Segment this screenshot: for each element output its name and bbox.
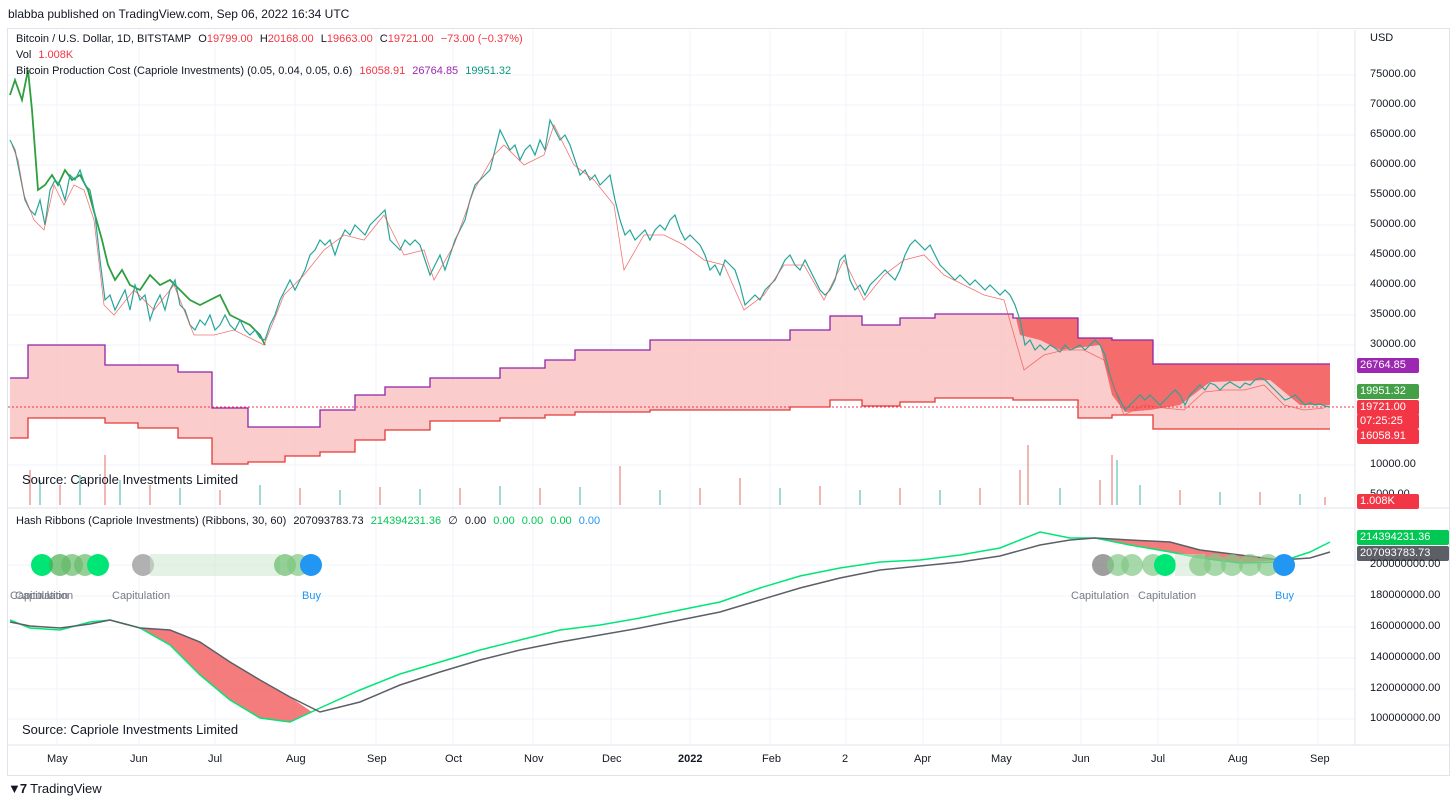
price-tick: 60000.00	[1370, 158, 1416, 170]
buy-label: Buy	[1275, 590, 1294, 602]
time-tick-year: 2022	[678, 753, 703, 765]
low-value: 19663.00	[326, 33, 373, 45]
close-price-tag: 19721.00	[1357, 400, 1419, 415]
indicator-upper-value: 26764.85	[412, 65, 459, 77]
currency-label: USD	[1370, 32, 1394, 44]
open-label: O	[198, 33, 207, 45]
price-tick: 65000.00	[1370, 128, 1416, 140]
production-cost-lower-line	[10, 397, 1330, 465]
time-tick: 2	[842, 753, 849, 765]
high-value: 20168.00	[267, 33, 314, 45]
volume-bars	[29, 445, 1326, 505]
source-label-hash: Source: Capriole Investments Limited	[22, 722, 239, 737]
tradingview-brand[interactable]: ▼7 TradingView	[8, 781, 102, 796]
time-tick: Apr	[914, 753, 932, 765]
change-value: −73.00 (−0.37%)	[440, 33, 523, 45]
close-label: C	[379, 33, 388, 45]
indicator-name: Bitcoin Production Cost (Capriole Invest…	[16, 65, 353, 77]
countdown-tag: 07:25:25	[1357, 414, 1419, 429]
time-tick: Jun	[130, 753, 148, 765]
price-tick: 35000.00	[1370, 308, 1416, 320]
hash-value-slow: 207093783.73	[293, 515, 364, 527]
time-tick: Sep	[367, 753, 387, 765]
btc-price-series-red	[11, 123, 1325, 416]
capitulation-label: Capitulation	[10, 590, 69, 602]
hash-indicator-name: Hash Ribbons (Capriole Investments) (Rib…	[16, 515, 287, 527]
hash-ribbon-fast	[9, 531, 1331, 723]
btc-price-series	[9, 118, 1331, 412]
capitulation-label: Capitulation	[1138, 590, 1197, 602]
hash-signal-circles	[31, 554, 1295, 576]
volume-tag: 1.008K	[1357, 494, 1419, 509]
upper-price-tag: 26764.85	[1357, 358, 1419, 373]
indicator-legend[interactable]: Bitcoin Production Cost (Capriole Invest…	[16, 65, 515, 77]
price-tick: 40000.00	[1370, 278, 1416, 290]
production-cost-upper-line	[10, 313, 1330, 428]
time-tick: Feb	[762, 753, 781, 765]
indicator-lower-value: 16058.91	[359, 65, 406, 77]
volume-label: Vol	[16, 49, 32, 61]
hash-value-fast: 214394231.36	[370, 515, 442, 527]
time-tick: Oct	[445, 753, 463, 765]
hash-fast-tag: 214394231.36	[1357, 530, 1449, 545]
tradingview-logo-icon: ▼7	[8, 781, 27, 796]
tradingview-brand-label: TradingView	[30, 781, 102, 796]
price-tick: 45000.00	[1370, 248, 1416, 260]
price-tick: 30000.00	[1370, 338, 1416, 350]
hash-value-4: 0.00	[493, 515, 515, 527]
close-value: 19721.00	[387, 33, 434, 45]
hash-tick: 200000000.00	[1370, 558, 1441, 570]
chart-frame	[7, 28, 1450, 776]
volume-value: 1.008K	[38, 49, 74, 61]
high-label: H	[259, 33, 268, 45]
hash-tick: 140000000.00	[1370, 651, 1441, 663]
low-label: L	[320, 33, 327, 45]
price-tick: 55000.00	[1370, 188, 1416, 200]
hash-value-7: 0.00	[578, 515, 601, 527]
production-cost-band	[10, 314, 1330, 464]
volume-legend[interactable]: Vol 1.008K	[16, 49, 77, 61]
open-value: 19799.00	[206, 33, 253, 45]
price-tick: 75000.00	[1370, 68, 1416, 80]
buy-label: Buy	[302, 590, 321, 602]
time-tick: May	[47, 753, 68, 765]
production-cost-mid-line	[9, 69, 266, 346]
hash-ribbon-red-fill-1	[140, 628, 312, 722]
time-tick: Nov	[524, 753, 544, 765]
capitulation-label: Capitulation	[112, 590, 171, 602]
hash-ribbons-legend[interactable]: Hash Ribbons (Capriole Investments) (Rib…	[16, 514, 604, 527]
hash-ribbon-slow	[9, 537, 1331, 713]
time-tick: Aug	[1228, 753, 1248, 765]
capitulation-label: Capitulation	[1071, 590, 1130, 602]
time-tick: Jul	[208, 753, 223, 765]
price-tick: 10000.00	[1370, 458, 1416, 470]
time-tick: Dec	[602, 753, 622, 765]
time-tick: Jul	[1151, 753, 1166, 765]
capitulation-label: Capitulation	[15, 590, 74, 602]
hash-value-6: 0.00	[550, 515, 572, 527]
time-tick: Aug	[286, 753, 306, 765]
time-tick: May	[991, 753, 1012, 765]
hash-value-3: 0.00	[464, 515, 487, 527]
hash-tick: 120000000.00	[1370, 682, 1441, 694]
symbol-legend[interactable]: Bitcoin / U.S. Dollar, 1D, BITSTAMP O197…	[16, 33, 527, 45]
indicator-mid-value: 19951.32	[465, 65, 512, 77]
time-tick: Jun	[1072, 753, 1090, 765]
production-cost-dark-fill	[1016, 318, 1330, 412]
hash-value-5: 0.00	[521, 515, 544, 527]
price-tick: 50000.00	[1370, 218, 1416, 230]
lower-price-tag: 16058.91	[1357, 429, 1419, 444]
published-info: blabba published on TradingView.com, Sep…	[8, 7, 350, 21]
hash-tick: 180000000.00	[1370, 589, 1441, 601]
price-tick: 70000.00	[1370, 98, 1416, 110]
hash-empty-symbol: ∅	[448, 515, 458, 527]
time-tick: Sep	[1310, 753, 1330, 765]
mid-price-tag: 19951.32	[1357, 384, 1419, 399]
source-label-main: Source: Capriole Investments Limited	[22, 472, 239, 487]
symbol-name: Bitcoin / U.S. Dollar, 1D, BITSTAMP	[16, 33, 192, 45]
hash-slow-tag: 207093783.73	[1357, 546, 1449, 561]
hash-tick: 100000000.00	[1370, 712, 1441, 724]
hash-tick: 160000000.00	[1370, 620, 1441, 632]
